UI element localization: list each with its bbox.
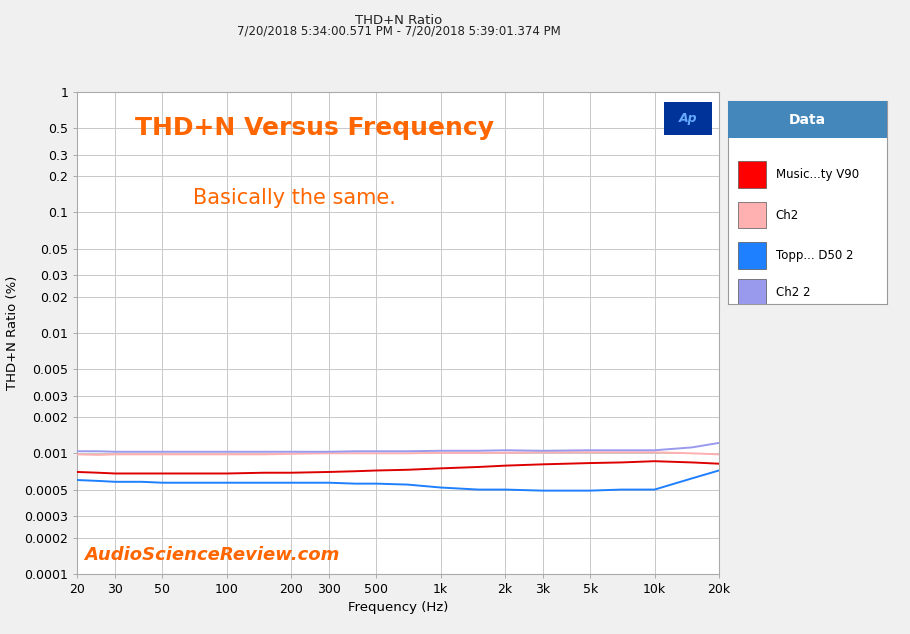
- Text: Ch2: Ch2: [776, 209, 799, 221]
- Text: Music...ty V90: Music...ty V90: [776, 168, 859, 181]
- Text: THD+N Ratio: THD+N Ratio: [355, 14, 442, 27]
- Text: Data: Data: [789, 113, 826, 127]
- FancyBboxPatch shape: [738, 279, 766, 306]
- Text: AudioScienceReview.com: AudioScienceReview.com: [84, 546, 339, 564]
- Text: Ch2 2: Ch2 2: [776, 286, 810, 299]
- FancyBboxPatch shape: [738, 161, 766, 188]
- FancyBboxPatch shape: [738, 202, 766, 228]
- X-axis label: Frequency (Hz): Frequency (Hz): [348, 602, 449, 614]
- FancyBboxPatch shape: [738, 242, 766, 269]
- Text: 7/20/2018 5:34:00.571 PM - 7/20/2018 5:39:01.374 PM: 7/20/2018 5:34:00.571 PM - 7/20/2018 5:3…: [237, 24, 561, 37]
- Text: Basically the same.: Basically the same.: [193, 188, 396, 209]
- Y-axis label: THD+N Ratio (%): THD+N Ratio (%): [5, 276, 19, 390]
- Text: THD+N Versus Frequency: THD+N Versus Frequency: [136, 116, 494, 140]
- Text: Topp... D50 2: Topp... D50 2: [776, 249, 854, 262]
- FancyBboxPatch shape: [728, 101, 887, 138]
